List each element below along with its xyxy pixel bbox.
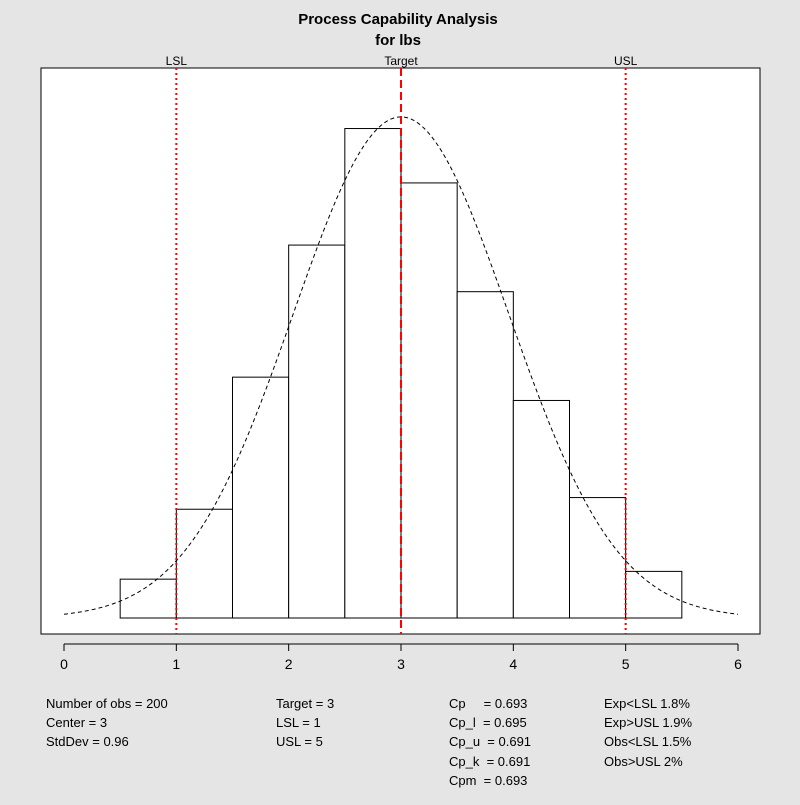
histogram-bar-7 [512, 399, 570, 619]
chart-subtitle: for lbs [375, 32, 421, 49]
histogram-bar-5 [400, 182, 458, 619]
x-tick-label-6: 6 [734, 656, 742, 672]
chart-title: Process Capability Analysis [298, 11, 498, 28]
stat-target: Target = 3 [276, 696, 334, 711]
stat-exp-lt-lsl: Exp<LSL 1.8% [604, 696, 690, 711]
x-axis: 0 1 2 3 4 5 6 [60, 643, 742, 672]
histogram-bar-1 [175, 508, 233, 619]
histogram-bar-8 [569, 497, 627, 619]
stat-cp-k: Cp_k = 0.691 [449, 754, 530, 769]
stat-num-obs: Number of obs = 200 [46, 696, 168, 711]
spec-limit-lines: LSL Target USL [166, 54, 638, 634]
stat-cpm: Cpm = 0.693 [449, 773, 527, 788]
x-tick-label-5: 5 [622, 656, 630, 672]
histogram-bar-3 [288, 244, 346, 619]
x-tick-label-1: 1 [172, 656, 180, 672]
histogram-bar-0 [119, 578, 177, 619]
histogram-bar-6 [456, 291, 514, 619]
stat-stddev: StdDev = 0.96 [46, 734, 129, 749]
stat-obs-lt-lsl: Obs<LSL 1.5% [604, 734, 692, 749]
x-tick-label-0: 0 [60, 656, 68, 672]
stat-lsl: LSL = 1 [276, 715, 321, 730]
x-tick-label-3: 3 [397, 656, 405, 672]
histogram-bar-4 [344, 128, 402, 619]
stat-cp-u: Cp_u = 0.691 [449, 734, 531, 749]
histogram-bars [119, 128, 683, 619]
stats-panel: Number of obs = 200 Center = 3 StdDev = … [46, 696, 692, 788]
stat-obs-gt-usl: Obs>USL 2% [604, 754, 683, 769]
x-tick-label-2: 2 [285, 656, 293, 672]
spec-label-target: Target [384, 54, 418, 68]
spec-label-lsl: LSL [166, 54, 188, 68]
stat-exp-gt-usl: Exp>USL 1.9% [604, 715, 692, 730]
stat-cp: Cp = 0.693 [449, 696, 527, 711]
stat-cp-l: Cp_l = 0.695 [449, 715, 527, 730]
stat-center: Center = 3 [46, 715, 107, 730]
x-tick-label-4: 4 [509, 656, 517, 672]
stat-usl: USL = 5 [276, 734, 323, 749]
histogram-bar-9 [625, 570, 683, 619]
spec-label-usl: USL [614, 54, 638, 68]
histogram-bar-2 [232, 376, 290, 619]
